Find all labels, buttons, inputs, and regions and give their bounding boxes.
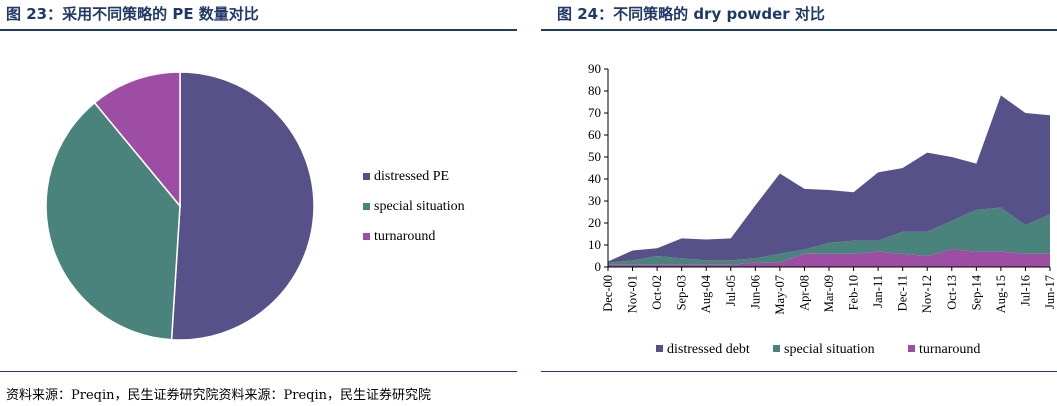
area-legend-label: special situation [784, 342, 875, 357]
y-tick-label: 0 [595, 259, 602, 274]
area-legend-label: turnaround [919, 342, 980, 357]
area-legend-swatch [908, 345, 915, 352]
area-legend-swatch [773, 345, 780, 352]
source-note: 资料来源：Preqin，民生证券研究院资料来源：Preqin，民生证券研究院 [6, 388, 432, 403]
y-tick-label: 90 [588, 61, 601, 76]
y-tick-label: 80 [588, 83, 601, 98]
y-tick-label: 70 [588, 105, 601, 120]
area-series-special-situation [608, 207, 1050, 265]
x-tick-label: Oct-13 [945, 275, 959, 310]
y-tick-label: 50 [588, 149, 601, 164]
y-tick-label: 20 [588, 215, 601, 230]
x-tick-label: Nov-01 [626, 275, 640, 313]
x-tick-label: Jan-11 [871, 275, 885, 308]
x-tick-label: Mar-09 [822, 275, 836, 312]
pie-legend-label: turnaround [374, 229, 435, 244]
x-tick-label: Aug-15 [994, 275, 1008, 313]
pie-legend-label: special situation [374, 199, 465, 214]
y-tick-label: 10 [588, 237, 601, 252]
y-tick-label: 40 [588, 171, 601, 186]
x-tick-label: May-07 [773, 275, 787, 315]
x-tick-label: Jun-17 [1043, 275, 1057, 309]
x-tick-label: Jul-05 [724, 275, 738, 306]
x-tick-label: Sep-14 [969, 274, 983, 310]
area-series-turnaround [608, 249, 1050, 267]
x-tick-label: Jun-06 [748, 275, 762, 309]
pie-chart: distressed PE special situation turnaround [45, 71, 465, 341]
area-chart: 0 10 20 30 40 50 60 70 80 90 Dec-00 Nov-01 Oct-02 Sep… [588, 61, 1057, 357]
area-chart-title: 图 24：不同策略的 dry powder 对比 [557, 5, 825, 23]
pie-legend-swatch [363, 203, 370, 210]
pie-legend-swatch [363, 173, 370, 180]
pie-chart-title: 图 23：采用不同策略的 PE 数量对比 [6, 5, 259, 23]
pie-title-rule [0, 29, 517, 31]
pie-legend-swatch [363, 233, 370, 240]
area-series-distressed-debt [608, 95, 1050, 263]
left-bottom-rule [0, 371, 517, 372]
area-title-rule [541, 29, 1057, 31]
x-tick-label: Dec-11 [896, 275, 910, 311]
pie-slice-distressed-PE [170, 71, 315, 341]
y-tick-label: 60 [588, 127, 601, 142]
x-tick-label: Jul-16 [1018, 275, 1032, 306]
x-tick-label: Oct-02 [650, 275, 664, 310]
right-bottom-rule [541, 371, 1057, 372]
area-legend-swatch [656, 345, 663, 352]
x-tick-label: Aug-04 [699, 274, 713, 313]
pie-slice-turnaround [93, 71, 181, 209]
pie-slice-special-situation [45, 101, 181, 341]
y-tick-label: 30 [588, 193, 601, 208]
x-tick-label: Sep-03 [675, 275, 689, 310]
x-tick-label: Feb-10 [847, 275, 861, 310]
area-legend-label: distressed debt [667, 342, 750, 357]
x-tick-label: Dec-00 [601, 275, 615, 312]
x-tick-label: Apr-08 [797, 275, 811, 311]
x-tick-label: Nov-12 [920, 275, 934, 313]
pie-legend-label: distressed PE [374, 169, 449, 184]
